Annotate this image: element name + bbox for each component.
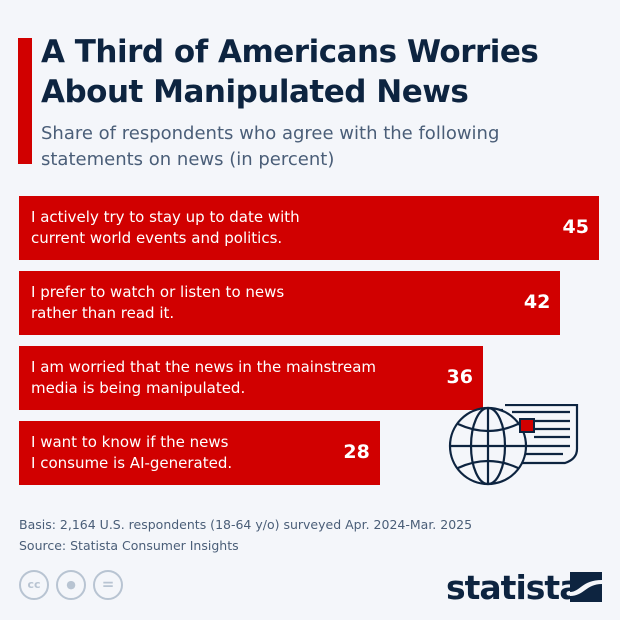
statista-logo[interactable]: statista (446, 568, 581, 607)
bar-label-line: I consume is AI-generated. (31, 454, 233, 472)
bar-label-line: I actively try to stay up to date with (31, 208, 300, 226)
bar-label-line: rather than read it. (31, 304, 175, 322)
bar-label: I actively try to stay up to date with cu… (19, 207, 411, 249)
bar (19, 421, 380, 485)
bar-label: I am worried that the news in the mainst… (19, 357, 411, 399)
bar (19, 346, 483, 410)
bar-label-line: I want to know if the news (31, 433, 229, 451)
chart-subtitle: Share of respondents who agree with the … (41, 123, 500, 170)
bar-value-label: 28 (343, 441, 370, 463)
basis-note: Basis: 2,164 U.S. respondents (18-64 y/o… (19, 517, 473, 532)
no-derivatives-icon[interactable]: = (93, 570, 123, 600)
bar-value-label: 45 (562, 216, 589, 238)
bar-label-line: I am worried that the news in the mainst… (31, 358, 377, 376)
bar-label-line: I prefer to watch or listen to news (31, 283, 285, 301)
attribution-icon[interactable]: ● (56, 570, 86, 600)
bar-label: I prefer to watch or listen to news rathe… (19, 282, 411, 324)
bar (19, 271, 561, 335)
globe-news-icon (448, 404, 579, 486)
creative-commons-icon[interactable]: cc (19, 570, 49, 600)
chart-title: A Third of Americans Worries About Manip… (41, 34, 539, 110)
bar-label: I want to know if the news I consume is A… (19, 432, 411, 474)
bar-label-line: media is being manipulated. (31, 379, 246, 397)
source-note: Source: Statista Consumer Insights (19, 538, 239, 553)
bar (19, 196, 599, 260)
statista-logo-mark-icon (570, 572, 602, 602)
title-accent-bar (18, 38, 32, 164)
bar-label-line: current world events and politics. (31, 229, 283, 247)
bar-value-label: 36 (446, 366, 473, 388)
bar-value-label: 42 (523, 291, 551, 313)
